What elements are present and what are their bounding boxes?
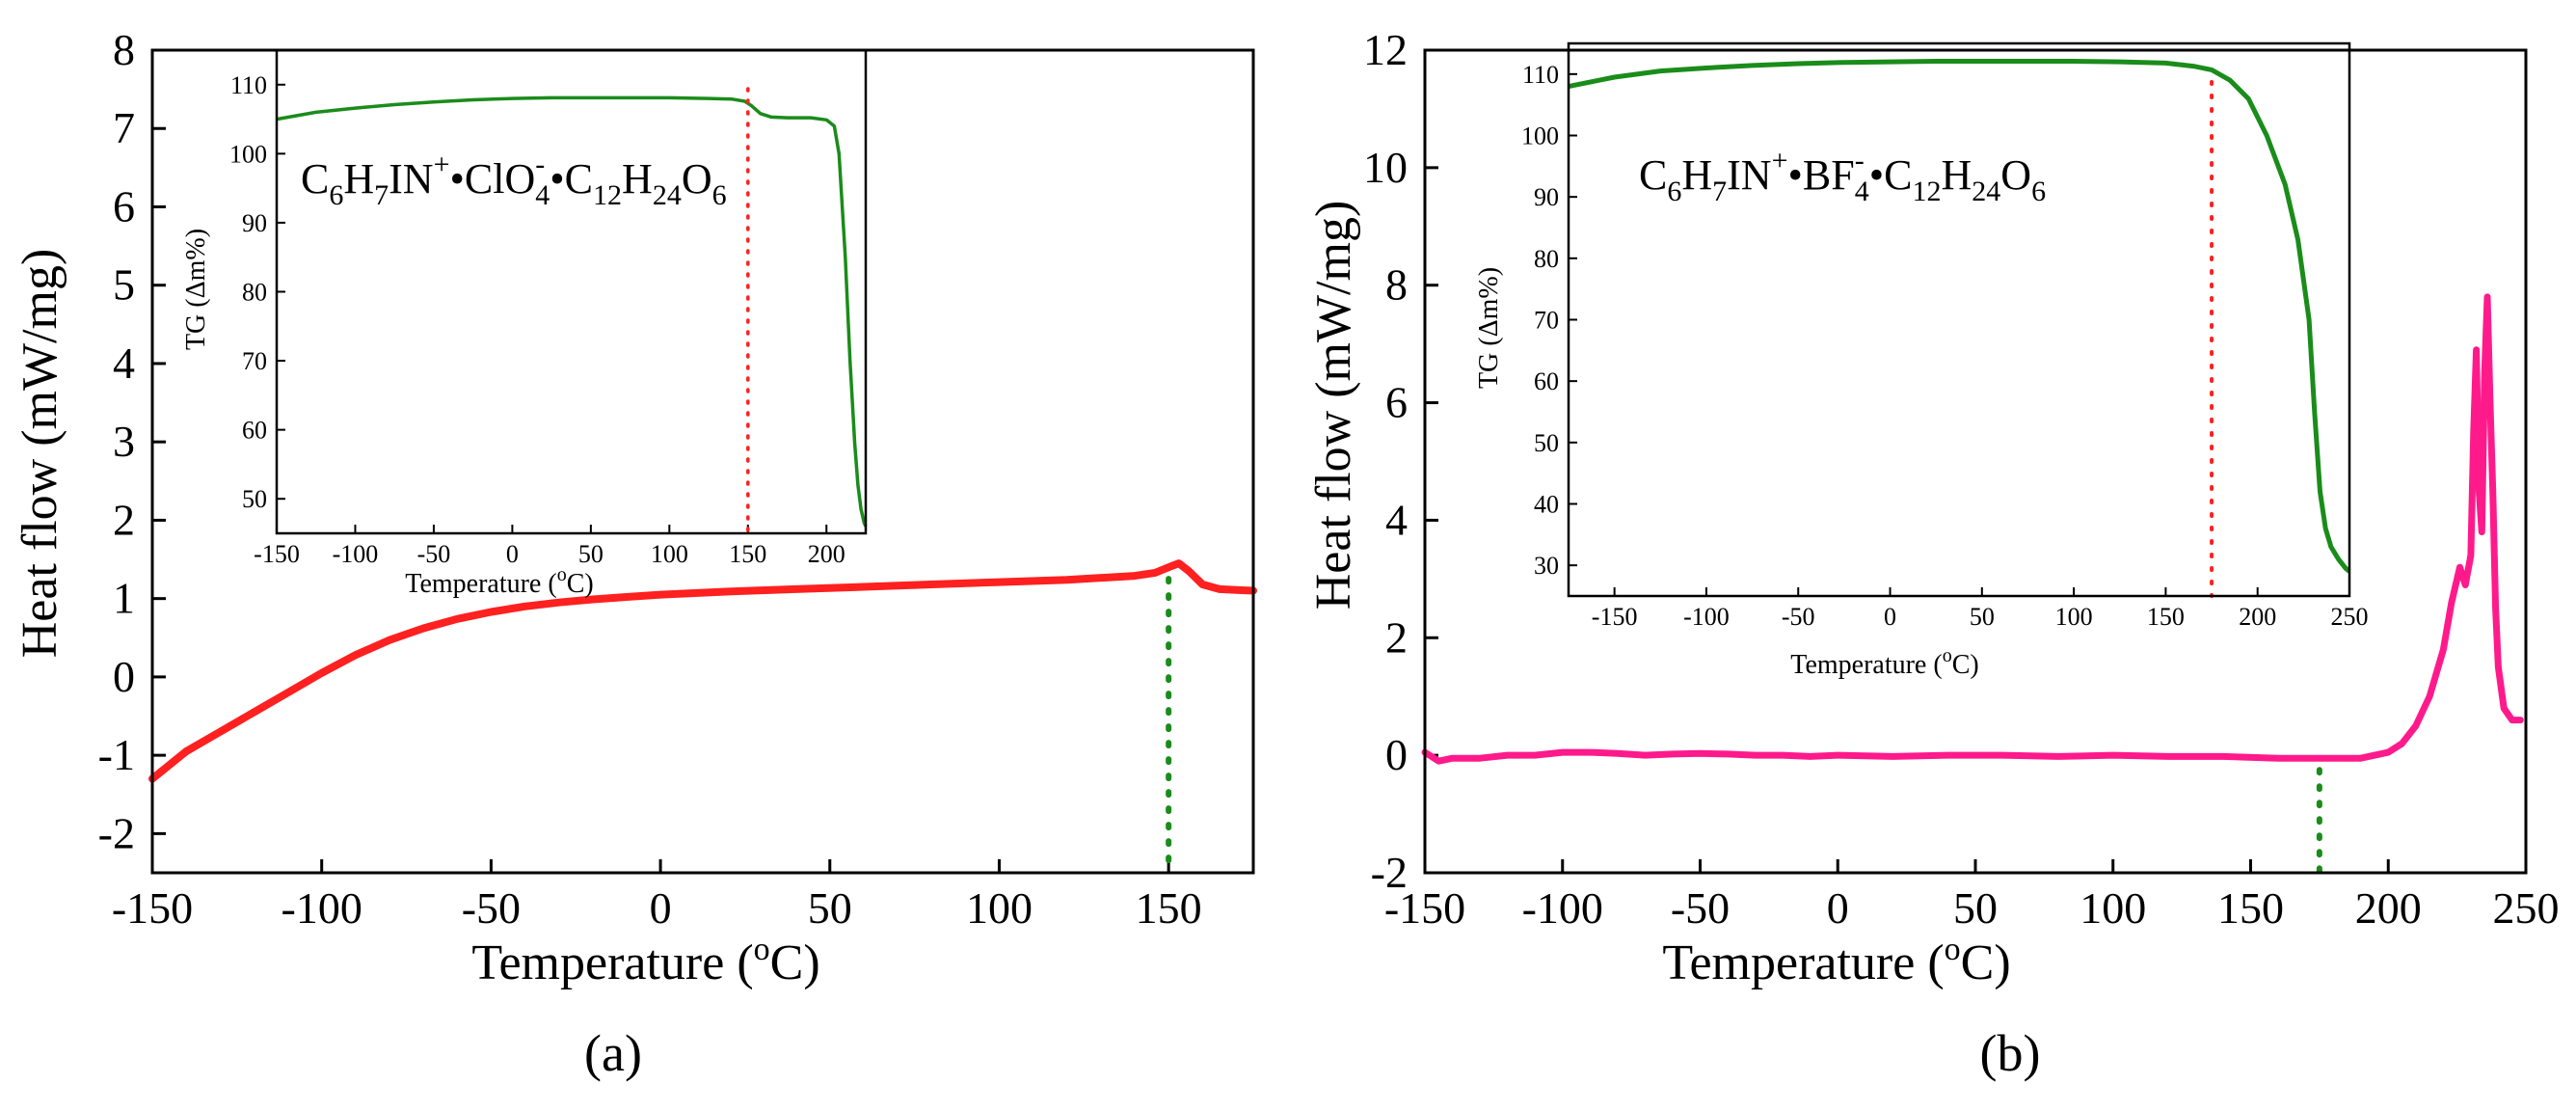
pb-main-y-tick-label: 4 (1385, 495, 1408, 544)
panel-b: -150 -100 -50 0 50 100 150 200 250 -2 0 2 4 6 8 10 12 -1… (1306, 25, 2560, 1082)
pb-main-y-tick-label: 6 (1385, 378, 1408, 427)
pa-main-y-tick-label: 0 (113, 652, 135, 701)
panel-b-inset-y-axis-title: TG (Δm%) (1474, 267, 1504, 389)
pb-main-x-tick-label: -100 (1522, 883, 1603, 933)
pb-main-x-tick-label: -50 (1671, 883, 1730, 933)
pb-inset-y-tick-label: 70 (1534, 307, 1559, 335)
pa-main-y-tick-label: 4 (113, 339, 135, 388)
pa-main-y-tick-label: -1 (98, 730, 135, 779)
pb-inset-y-tick-label: 80 (1534, 245, 1559, 273)
pb-inset-x-tick-label: -50 (1782, 603, 1815, 631)
pb-inset-y-tick-label: 100 (1521, 122, 1559, 150)
pb-main-x-tick-label: -150 (1384, 883, 1465, 933)
pb-inset-x-tick-label: 200 (2239, 603, 2276, 631)
pa-main-y-tick-label: 1 (113, 574, 135, 623)
panel-a-inset-x-axis-title: Temperature (oC) (405, 564, 593, 599)
pb-main-x-tick-label: 0 (1827, 883, 1849, 933)
panel-a-x-axis-title: Temperature (oC) (471, 932, 819, 990)
pa-inset-x-tick-label: 100 (651, 540, 688, 568)
pb-inset-y-tick-label: 40 (1534, 491, 1559, 519)
pa-inset-x-tick-label: 150 (729, 540, 766, 568)
panel-b-axes-frame (1423, 48, 2528, 875)
pa-main-x-tick-label: 150 (1136, 883, 1202, 933)
pa-inset-y-tick-label: 60 (242, 417, 267, 445)
pa-inset-x-tick-label: 200 (808, 540, 845, 568)
panel-b-inset-tg-curve (1568, 59, 2351, 574)
panel-b-inset-frame (1567, 41, 2351, 598)
pa-main-y-tick-label: 6 (113, 181, 135, 230)
panel-a-inset-y-axis-title: TG (Δm%) (181, 229, 211, 350)
panel-b-y-axis-title: Heat flow (mW/mg) (1306, 201, 1361, 610)
pb-inset-x-tick-label: 0 (1884, 603, 1896, 631)
pa-inset-y-tick-label: 110 (230, 71, 267, 99)
panel-a-inset-tg-curve (276, 95, 868, 528)
panel-b-label: (b) (1980, 1024, 2041, 1082)
panel-a: -150 -100 -50 0 50 100 150 -2 -1 0 1 2 3 4 5 6 7 8 -150 -1… (13, 25, 1257, 1082)
pa-main-y-tick-label: 2 (113, 495, 135, 544)
pa-inset-x-tick-label: -50 (417, 540, 451, 568)
pb-inset-x-tick-label: 250 (2331, 603, 2369, 631)
pa-main-x-tick-label: -100 (282, 883, 362, 933)
pa-inset-x-tick-label: -100 (333, 540, 379, 568)
pb-main-x-tick-label: 200 (2355, 883, 2422, 933)
pa-main-y-tick-label: 7 (113, 103, 135, 152)
pb-main-x-tick-label: 150 (2217, 883, 2284, 933)
pb-main-y-tick-label: 0 (1385, 730, 1408, 779)
pa-inset-y-tick-label: 100 (229, 140, 267, 168)
pb-main-y-tick-label: 10 (1363, 143, 1408, 192)
pa-inset-x-tick-label: -150 (254, 540, 300, 568)
pb-main-x-tick-label: 250 (2493, 883, 2560, 933)
pb-inset-x-tick-label: 50 (1970, 603, 1995, 631)
panel-a-inset-background (277, 50, 866, 533)
pb-main-y-tick-label: 2 (1385, 612, 1408, 662)
pb-main-x-tick-label: 50 (1953, 883, 1998, 933)
pb-inset-y-tick-label: 110 (1522, 61, 1559, 89)
pa-main-y-tick-label: -2 (98, 808, 135, 857)
pa-main-x-tick-label: 100 (966, 883, 1033, 933)
panel-b-inset-x-axis-title: Temperature (oC) (1790, 645, 1978, 680)
pb-inset-x-tick-label: 100 (2055, 603, 2093, 631)
pa-main-x-tick-label: -150 (112, 883, 193, 933)
pa-inset-y-tick-label: 80 (242, 279, 267, 307)
pa-inset-y-tick-label: 90 (242, 209, 267, 237)
panel-a-inset-formula: C6H7IN+•ClO-4•C12H24O6 (301, 149, 727, 211)
pb-inset-x-tick-label: -150 (1592, 603, 1638, 631)
pb-main-y-tick-label: -2 (1371, 848, 1408, 897)
pa-inset-x-tick-label: 50 (578, 540, 604, 568)
panel-a-label: (a) (584, 1024, 642, 1082)
pb-inset-x-tick-label: -100 (1683, 603, 1730, 631)
panel-b-inset-background (1569, 43, 2349, 596)
pa-main-y-tick-label: 8 (113, 25, 135, 74)
panel-a-dsc-curve (148, 559, 1257, 783)
pb-main-y-tick-label: 8 (1385, 260, 1408, 310)
panel-b-dsc-curve (1421, 293, 2524, 765)
pb-inset-y-tick-label: 60 (1534, 367, 1559, 395)
pb-main-x-tick-label: 100 (2080, 883, 2146, 933)
pa-main-y-tick-label: 5 (113, 260, 135, 310)
pa-inset-y-tick-label: 50 (242, 485, 267, 513)
panel-a-axes-frame (150, 48, 1255, 875)
panel-a-y-axis-title: Heat flow (mW/mg) (13, 249, 67, 659)
pb-inset-x-tick-label: 150 (2147, 603, 2185, 631)
pa-main-y-tick-label: 3 (113, 417, 135, 466)
pa-main-x-tick-label: -50 (462, 883, 521, 933)
pa-main-x-tick-label: 0 (650, 883, 672, 933)
pb-inset-y-tick-label: 50 (1534, 429, 1559, 457)
panel-b-inset-formula: C6H7IN+•BF-4•C12H24O6 (1639, 145, 2046, 207)
pb-main-y-tick-label: 12 (1363, 25, 1408, 74)
pa-main-x-tick-label: 50 (808, 883, 852, 933)
pa-inset-y-tick-label: 70 (242, 347, 267, 375)
pb-inset-y-tick-label: 30 (1534, 552, 1559, 580)
pa-inset-x-tick-label: 0 (506, 540, 519, 568)
pb-inset-y-tick-label: 90 (1534, 183, 1559, 211)
panel-b-x-axis-title: Temperature (oC) (1662, 932, 2010, 990)
